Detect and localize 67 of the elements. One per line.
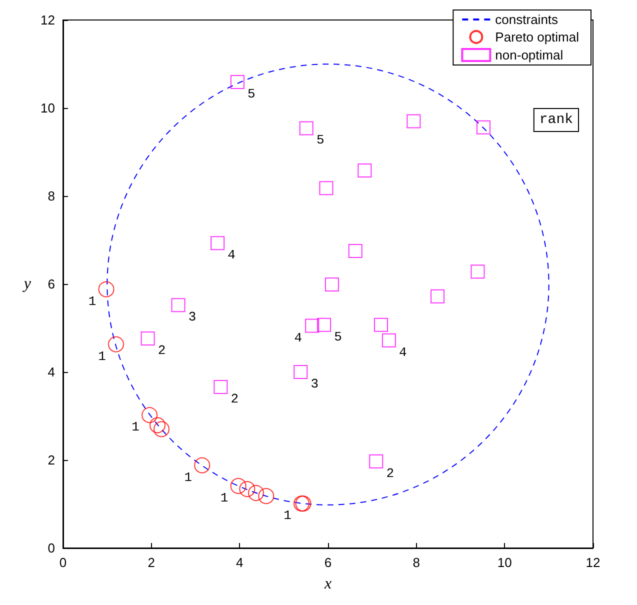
point: [108, 336, 124, 352]
y-tick-label: 6: [48, 276, 55, 292]
point: [142, 407, 158, 424]
annotation: 1: [88, 294, 96, 309]
annotation: 5: [248, 86, 256, 102]
x-tick-label: 6: [324, 555, 332, 570]
point: [406, 114, 421, 128]
annotation: 1: [284, 508, 292, 524]
annotation: 1: [184, 470, 192, 485]
annotation: 4: [228, 248, 236, 263]
x-tick-label: 10: [497, 555, 512, 570]
x-axis-title: x: [323, 576, 332, 592]
point: [239, 481, 256, 498]
point: [470, 264, 485, 279]
annotation: 5: [316, 132, 324, 148]
point: [348, 244, 362, 258]
y-tick-label: 8: [48, 188, 55, 204]
point: [317, 318, 332, 332]
legend-label: non-optimal: [495, 48, 564, 62]
point: [150, 417, 166, 434]
point: [230, 478, 246, 494]
point: [140, 332, 155, 346]
x-tick-label: 12: [586, 555, 600, 570]
annotation: 1: [220, 490, 228, 506]
point: [194, 457, 210, 474]
point: [248, 485, 264, 501]
point: [305, 318, 320, 333]
annotation: 1: [98, 348, 106, 364]
x-tick-label: 2: [148, 555, 155, 570]
point: [358, 163, 372, 178]
x-tick-label: 8: [412, 555, 420, 570]
annotation: 5: [334, 329, 342, 344]
x-tick-label: 0: [59, 555, 67, 570]
y-tick-label: 10: [40, 100, 55, 116]
point: [299, 121, 314, 136]
point: [214, 380, 228, 394]
annotation: 4: [294, 330, 302, 346]
annotation: 1: [132, 420, 140, 435]
legend-label: Pareto optimal: [495, 30, 580, 44]
point: [476, 120, 490, 134]
annotation: rank: [539, 112, 574, 128]
annotation: 2: [230, 391, 239, 406]
point: [230, 75, 244, 90]
point: [210, 236, 225, 250]
annotation: 3: [188, 310, 196, 325]
y-tick-label: 4: [48, 364, 55, 380]
y-tick-label: 2: [48, 452, 55, 468]
annotation: 2: [158, 343, 166, 358]
point: [154, 421, 170, 438]
point: [294, 365, 308, 379]
y-tick-label: 12: [40, 12, 55, 28]
annotation: 2: [386, 466, 394, 481]
annotation: 4: [399, 344, 408, 360]
y-tick-label: 0: [48, 540, 55, 556]
point: [171, 298, 186, 312]
annotation: 3: [310, 376, 319, 392]
y-axis-title: y: [22, 276, 32, 292]
x-tick-label: 4: [236, 555, 244, 570]
point: [382, 333, 396, 348]
point: [374, 318, 388, 332]
point: [369, 454, 384, 468]
point: [319, 181, 334, 196]
legend-label: constraints: [495, 12, 559, 27]
point: [430, 289, 445, 304]
point: [258, 488, 274, 504]
point: [98, 281, 114, 298]
point: [324, 277, 339, 292]
